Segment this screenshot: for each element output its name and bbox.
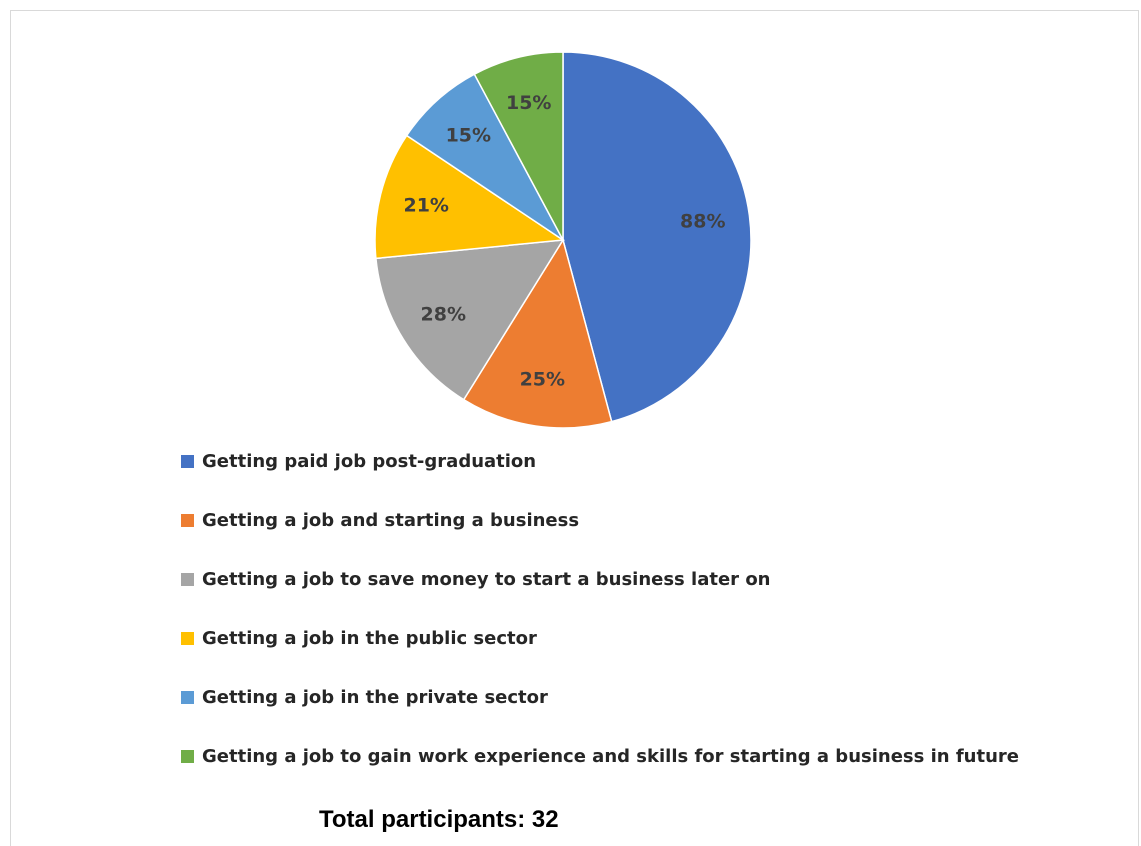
slice-data-label: 15% [446,125,491,147]
legend-swatch [181,573,194,586]
legend-label: Getting a job in the private sector [202,687,548,708]
legend-item: Getting a job in the private sector [181,682,1019,712]
slice-data-label: 88% [680,211,725,233]
legend-swatch [181,514,194,527]
legend-swatch [181,691,194,704]
legend-label: Getting a job to save money to start a b… [202,569,771,590]
legend-item: Getting a job in the public sector [181,623,1019,653]
legend-swatch [181,455,194,468]
legend-label: Getting a job in the public sector [202,628,537,649]
legend-item: Getting a job to gain work experience an… [181,741,1019,771]
legend-swatch [181,632,194,645]
footnote-total-participants: Total participants: 32 [319,806,559,834]
slice-data-label: 21% [403,195,448,217]
legend: Getting paid job post-graduation Getting … [181,446,1019,800]
legend-item: Getting a job to save money to start a b… [181,564,1019,594]
slice-data-label: 15% [506,92,551,114]
legend-label: Getting a job and starting a business [202,510,579,531]
slice-data-label: 28% [421,303,466,325]
legend-item: Getting paid job post-graduation [181,446,1019,476]
legend-swatch [181,750,194,763]
legend-item: Getting a job and starting a business [181,505,1019,535]
slice-data-label: 25% [520,368,565,390]
legend-label: Getting a job to gain work experience an… [202,746,1019,767]
legend-label: Getting paid job post-graduation [202,451,536,472]
